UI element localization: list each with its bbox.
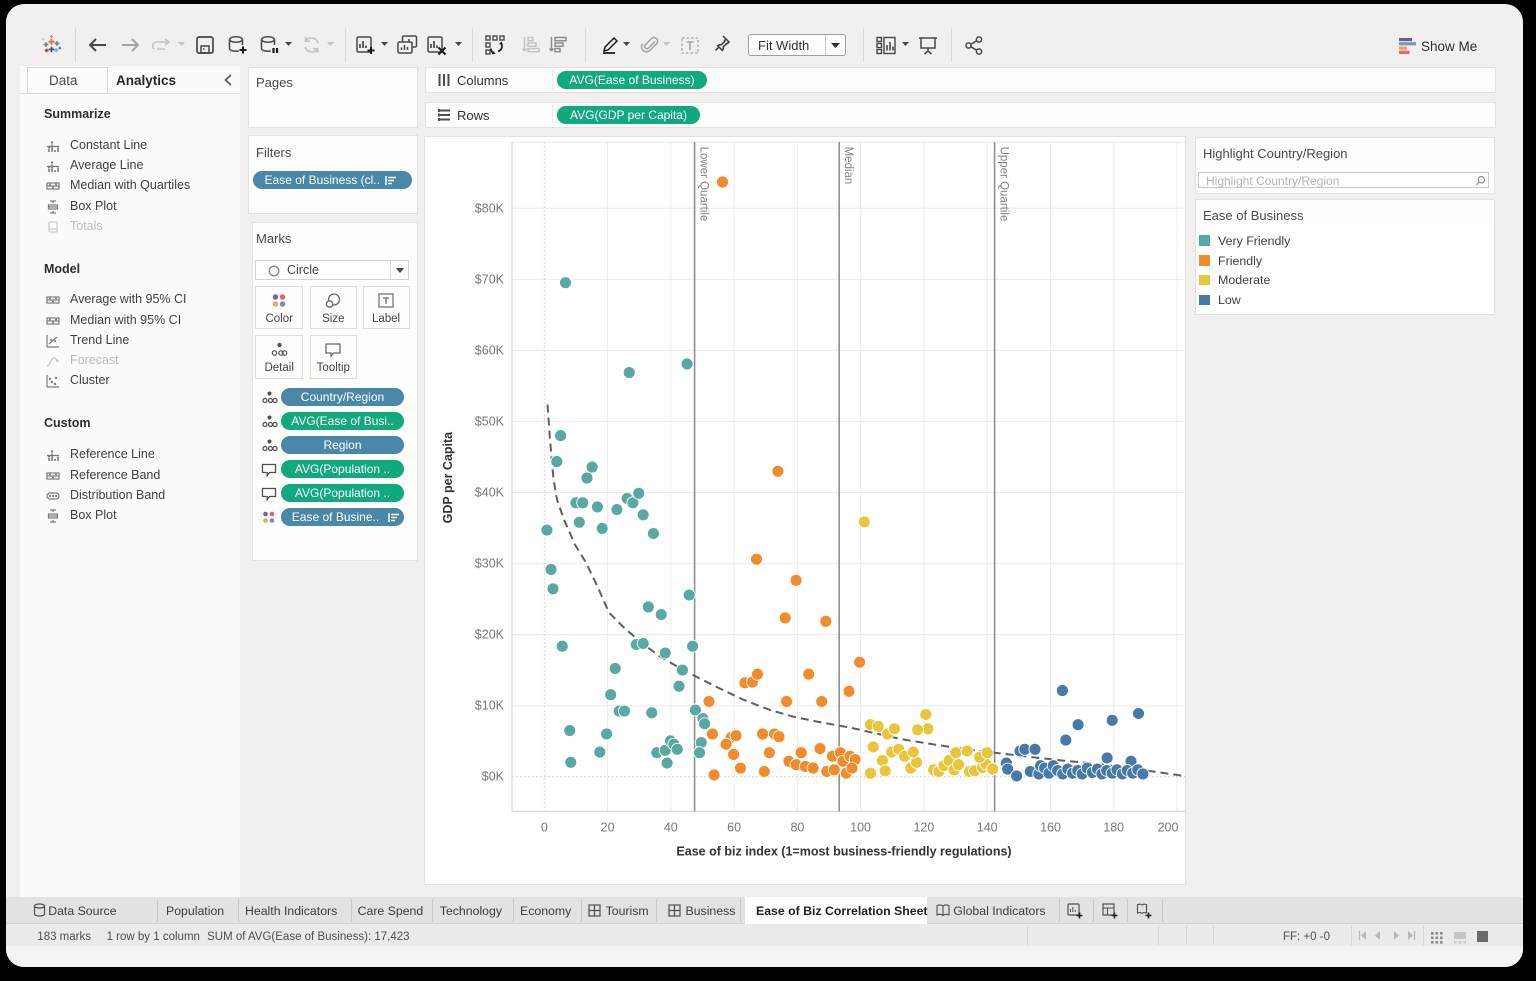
svg-text:$0K: $0K <box>482 770 505 784</box>
svg-text:GDP per Capita: GDP per Capita <box>441 431 455 524</box>
svg-text:Ease of biz index (1=most busi: Ease of biz index (1=most business-frien… <box>676 845 1011 859</box>
svg-text:100: 100 <box>850 821 871 835</box>
svg-text:80: 80 <box>790 821 804 835</box>
svg-text:$60K: $60K <box>475 344 505 358</box>
svg-text:200: 200 <box>1158 821 1179 835</box>
svg-text:Lower Quartile: Lower Quartile <box>698 147 710 222</box>
svg-text:$50K: $50K <box>475 415 505 429</box>
svg-text:60: 60 <box>727 821 741 835</box>
svg-text:180: 180 <box>1103 821 1124 835</box>
svg-text:$80K: $80K <box>475 202 505 216</box>
svg-text:40: 40 <box>664 821 678 835</box>
svg-text:0: 0 <box>541 821 548 835</box>
svg-text:160: 160 <box>1040 821 1061 835</box>
svg-text:Median: Median <box>842 147 854 185</box>
svg-text:20: 20 <box>601 821 615 835</box>
svg-text:120: 120 <box>913 821 934 835</box>
svg-text:$70K: $70K <box>475 273 505 287</box>
svg-text:$10K: $10K <box>475 699 505 713</box>
svg-text:140: 140 <box>977 821 998 835</box>
svg-text:$20K: $20K <box>475 628 505 642</box>
svg-text:$30K: $30K <box>475 557 505 571</box>
svg-text:Upper Quartile: Upper Quartile <box>998 147 1010 222</box>
svg-text:$40K: $40K <box>475 486 505 500</box>
